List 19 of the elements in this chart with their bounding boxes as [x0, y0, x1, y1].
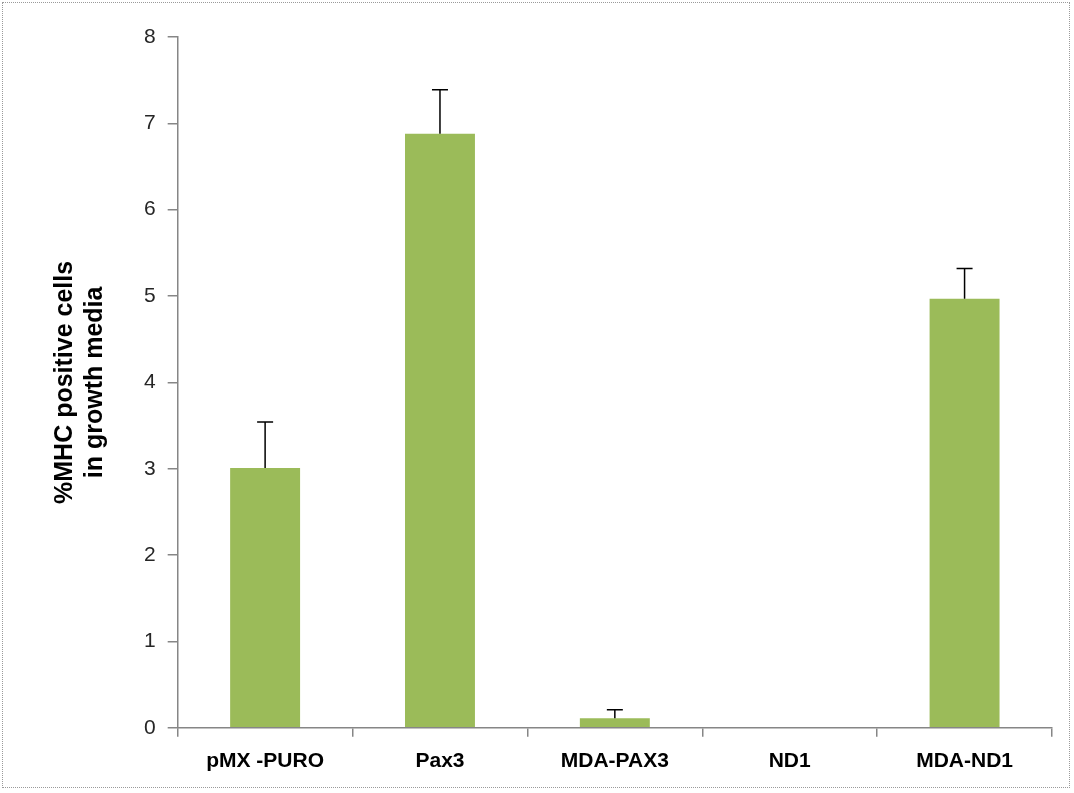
- y-tick-label: 0: [143, 714, 156, 738]
- x-tick-label: MDA-PAX3: [560, 748, 669, 772]
- x-tick-label: Pax3: [415, 748, 465, 772]
- y-tick-label: 6: [143, 196, 156, 220]
- bar: [929, 298, 1000, 728]
- bar: [405, 133, 475, 728]
- y-tick-label: 5: [143, 282, 156, 306]
- y-axis-title: %MHC positive cells in growth media: [48, 260, 107, 504]
- bar: [230, 467, 301, 728]
- y-tick-label: 4: [143, 369, 156, 393]
- y-tick-label: 7: [143, 110, 156, 134]
- y-tick-label: 2: [143, 541, 156, 565]
- y-tick-label: 1: [143, 628, 156, 652]
- x-tick-label: pMX -PURO: [206, 748, 325, 772]
- y-tick-label: 3: [143, 455, 156, 479]
- bar: [579, 718, 650, 728]
- x-tick-label: ND1: [768, 748, 812, 772]
- y-tick-label: 8: [143, 23, 156, 47]
- x-tick-label: MDA-ND1: [916, 748, 1014, 772]
